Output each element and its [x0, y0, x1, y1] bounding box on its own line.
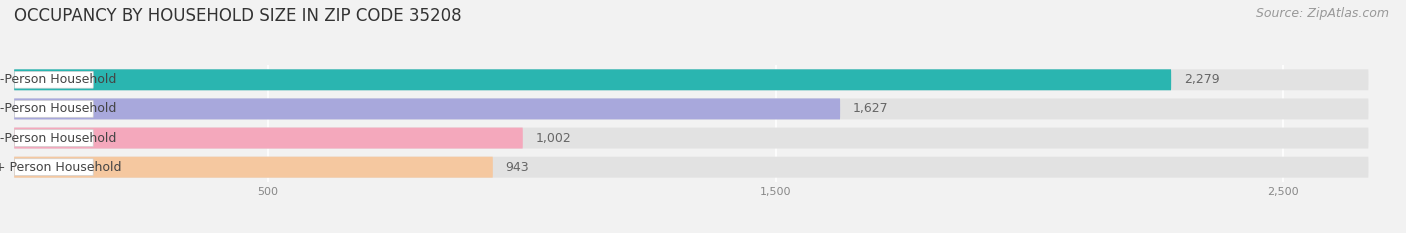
FancyBboxPatch shape: [14, 98, 1368, 119]
FancyBboxPatch shape: [14, 159, 93, 176]
FancyBboxPatch shape: [14, 128, 523, 149]
Text: 943: 943: [506, 161, 529, 174]
FancyBboxPatch shape: [14, 69, 1171, 90]
Text: 1,627: 1,627: [853, 103, 889, 115]
FancyBboxPatch shape: [14, 157, 494, 178]
Text: Source: ZipAtlas.com: Source: ZipAtlas.com: [1256, 7, 1389, 20]
FancyBboxPatch shape: [14, 101, 93, 117]
Text: 4+ Person Household: 4+ Person Household: [0, 161, 121, 174]
Text: 2-Person Household: 2-Person Household: [0, 103, 117, 115]
FancyBboxPatch shape: [14, 130, 93, 147]
Text: OCCUPANCY BY HOUSEHOLD SIZE IN ZIP CODE 35208: OCCUPANCY BY HOUSEHOLD SIZE IN ZIP CODE …: [14, 7, 461, 25]
Text: 3-Person Household: 3-Person Household: [0, 132, 117, 144]
FancyBboxPatch shape: [14, 71, 93, 88]
FancyBboxPatch shape: [14, 69, 1368, 90]
FancyBboxPatch shape: [14, 128, 1368, 149]
Text: 1-Person Household: 1-Person Household: [0, 73, 117, 86]
FancyBboxPatch shape: [14, 157, 1368, 178]
Text: 1,002: 1,002: [536, 132, 571, 144]
Text: 2,279: 2,279: [1184, 73, 1219, 86]
FancyBboxPatch shape: [14, 98, 841, 119]
